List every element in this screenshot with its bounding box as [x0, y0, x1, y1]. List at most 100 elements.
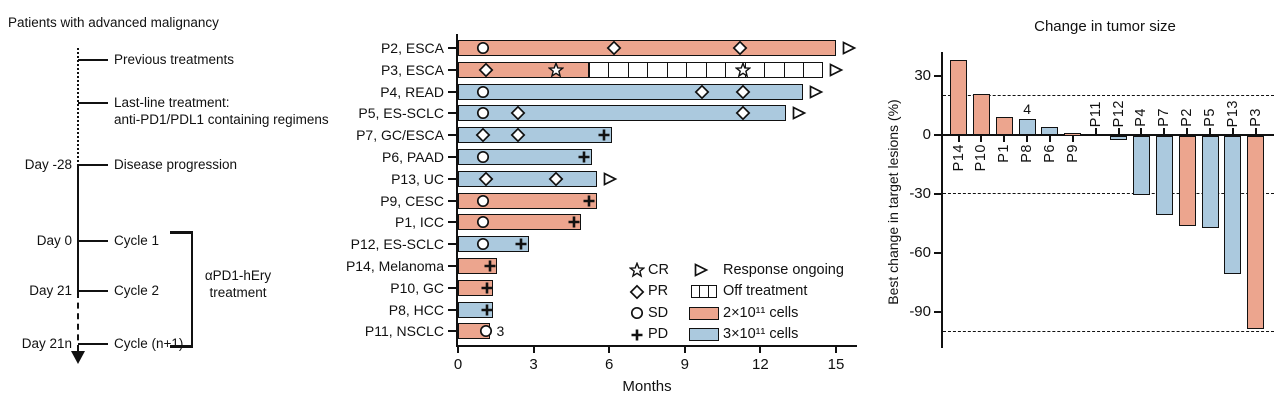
- waterfall-x-tick: [1254, 128, 1257, 134]
- legend-label: CR: [648, 261, 669, 278]
- swimmer-row-label: P4, READ: [380, 83, 444, 100]
- legend-dose-swatch: [689, 328, 719, 341]
- waterfall-x-tick: [1117, 128, 1120, 134]
- waterfall-bar: [1018, 119, 1036, 135]
- swimmer-bar: [458, 301, 494, 318]
- legend-label: 2×10¹¹ cells: [723, 304, 799, 321]
- timeline-event-label: Cycle 2: [114, 283, 160, 298]
- timeline-event-label: Last-line treatment: anti-PD1/PDL1 conta…: [114, 95, 329, 127]
- marker-pr-icon: [510, 127, 526, 143]
- timeline-event-tick: [78, 164, 108, 166]
- waterfall-bar-label: P4: [1133, 108, 1150, 127]
- swimmer-y-axis: [456, 34, 458, 347]
- off-treatment-cell: [687, 62, 707, 77]
- marker-pr-icon: [735, 84, 751, 100]
- swimmer-row-label: P10, GC: [390, 279, 444, 296]
- swimmer-x-tick-label: 9: [680, 356, 689, 373]
- swimmer-x-axis: [456, 345, 857, 347]
- marker-pr-icon: [732, 40, 748, 56]
- legend-label: Response ongoing: [723, 261, 844, 278]
- swimmer-row-tick: [448, 47, 457, 49]
- waterfall-bar-label: P3: [1247, 108, 1264, 127]
- legend-label: PD: [648, 326, 669, 342]
- marker-pd-icon: [581, 193, 597, 209]
- marker-pr-icon: [606, 40, 622, 56]
- waterfall-bar: [1178, 136, 1196, 227]
- swimmer-row-label: P2, ESCA: [380, 40, 444, 56]
- marker-sd-icon: [475, 105, 491, 121]
- bracket-vertical: [190, 231, 193, 347]
- timeline-event-label: Previous treatments: [114, 52, 235, 67]
- response-ongoing-icon: [828, 62, 844, 78]
- marker-pr-icon: [694, 84, 710, 100]
- swimmer-x-tick: [683, 345, 686, 353]
- swimmer-x-tick-label: 6: [605, 356, 614, 373]
- marker-sd-icon: [475, 214, 491, 230]
- swimmer-bar: [458, 214, 582, 231]
- waterfall-bar-note: 4: [1023, 101, 1031, 118]
- off-treatment-cell: [668, 62, 688, 77]
- swimmer-row-tick: [448, 308, 457, 311]
- timeline-day-label: Day -28: [24, 157, 72, 172]
- swimmer-row-tick: [448, 199, 457, 202]
- timeline-day-label: Day 21n: [21, 336, 72, 351]
- swimmer-row-label: P11, NSCLC: [364, 323, 444, 340]
- waterfall-x-tick: [1186, 128, 1189, 134]
- marker-pd-icon: [596, 127, 612, 143]
- waterfall-x-tick: [1231, 128, 1234, 134]
- waterfall-x-tick: [1026, 136, 1029, 142]
- waterfall-bar: [1247, 136, 1265, 329]
- off-treatment-cell: [707, 62, 727, 77]
- timeline-event-tick: [78, 240, 108, 242]
- marker-pr-icon: [475, 127, 491, 143]
- off-treatment-cell: [746, 62, 766, 77]
- waterfall-bar-label: P12: [1110, 99, 1127, 127]
- timeline-event-label: Cycle 1: [114, 233, 160, 248]
- legend-off-treatment-icon: [691, 285, 717, 298]
- off-treatment-cell: [609, 62, 629, 77]
- swimmer-row-tick: [448, 243, 457, 246]
- swimmer-bar: [458, 192, 597, 209]
- waterfall-y-tick: [934, 193, 941, 195]
- waterfall-zero-axis: [941, 134, 1274, 136]
- legend-star-icon: [628, 261, 646, 278]
- timeline-arrow-icon: [71, 351, 85, 364]
- bracket-top: [170, 231, 193, 234]
- marker-pr-icon: [735, 105, 751, 121]
- waterfall-x-tick: [957, 136, 960, 142]
- waterfall-bar: [972, 93, 990, 135]
- waterfall-x-tick: [1140, 128, 1143, 134]
- marker-sd-icon: [478, 323, 494, 339]
- swimmer-x-tick-label: 15: [827, 356, 845, 373]
- waterfall-reference-line: [943, 330, 1274, 332]
- marker-pd-icon: [482, 258, 498, 274]
- swimmer-bar: [458, 127, 612, 144]
- swimmer-row-tick: [448, 286, 457, 289]
- swimmer-row-label: P14, Melanoma: [345, 258, 444, 274]
- waterfall-bar: [1224, 136, 1242, 274]
- response-ongoing-icon: [602, 171, 618, 187]
- legend-label: PR: [648, 283, 669, 299]
- marker-sd-icon: [475, 149, 491, 165]
- off-treatment-bar: [589, 61, 824, 78]
- marker-pd-icon: [576, 149, 592, 165]
- swimmer-x-tick: [835, 345, 837, 353]
- timeline-event-tick: [78, 290, 108, 292]
- waterfall-bar-label: P1: [996, 144, 1013, 163]
- waterfall-x-tick: [1094, 128, 1097, 134]
- waterfall-y-tick-label: 0: [922, 126, 931, 143]
- waterfall-bar: [1064, 133, 1082, 137]
- marker-sd-icon: [475, 40, 491, 56]
- swimmer-x-tick: [608, 345, 611, 353]
- waterfall-y-tick: [934, 311, 941, 313]
- response-ongoing-icon: [808, 84, 824, 100]
- waterfall-y-tick: [934, 134, 941, 136]
- marker-sd-icon: [475, 236, 491, 252]
- waterfall-bar-label: P5: [1202, 108, 1219, 127]
- marker-pd-icon: [513, 236, 529, 252]
- legend-label: Off treatment: [723, 283, 808, 299]
- waterfall-bar-label: P8: [1019, 144, 1036, 163]
- waterfall-y-tick: [934, 252, 941, 254]
- waterfall-y-axis: [941, 52, 943, 348]
